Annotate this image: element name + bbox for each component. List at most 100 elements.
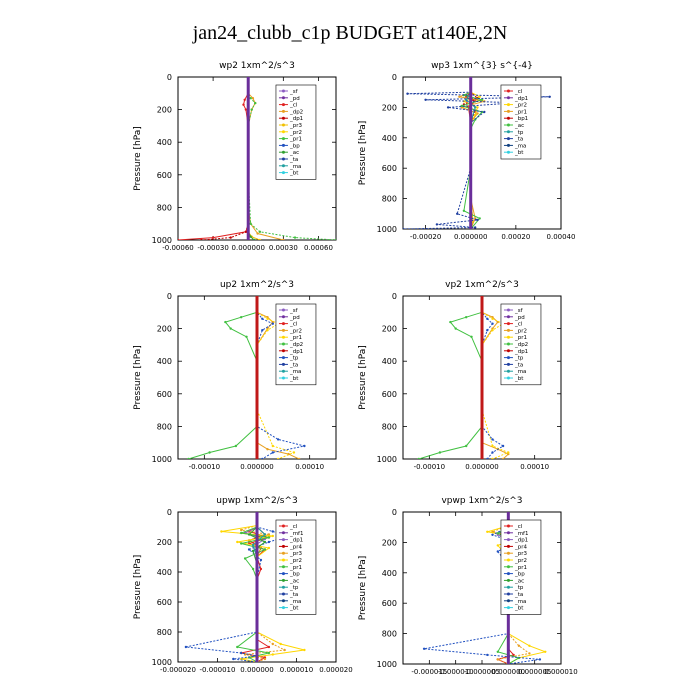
legend-marker	[281, 356, 285, 360]
data-point	[240, 542, 243, 545]
data-point	[496, 550, 499, 553]
x-tick-label: 0.00010	[520, 463, 549, 471]
data-point	[200, 238, 203, 240]
y-tick-label: 800	[157, 422, 172, 431]
data-point	[266, 329, 269, 332]
data-point	[538, 658, 542, 661]
legend: _cl_mf1_dp1_pr4_pr3_pr2_pr1_bp_ac_tp_ta_…	[275, 519, 317, 615]
legend-marker	[506, 109, 510, 113]
y-tick-label: 400	[157, 138, 172, 147]
legend-entry: _dp1	[289, 349, 303, 355]
legend-entry: _tp	[514, 585, 524, 591]
data-point	[548, 95, 551, 99]
y-tick-label: 0	[167, 292, 172, 301]
y-axis-label: Pressure [hPa]	[133, 555, 143, 620]
legend-entry: _tp	[514, 356, 524, 362]
data-point	[271, 530, 274, 533]
data-point	[483, 110, 486, 114]
x-tick-label: -0.00010	[414, 463, 445, 471]
legend-marker	[506, 606, 510, 610]
y-tick-label: 200	[382, 103, 397, 112]
data-point	[476, 112, 479, 115]
data-point	[267, 533, 271, 536]
legend-marker	[506, 362, 510, 366]
legend-marker	[506, 123, 510, 127]
data-point	[208, 451, 211, 454]
data-point	[292, 451, 296, 454]
legend: _sf_pd_cl_pr2_pr1_dp2_dp1_tp_ta_ma_bt	[275, 303, 317, 386]
legend-marker	[281, 116, 285, 120]
legend-entry: _pd	[289, 96, 300, 102]
x-tick-label: 0.000020	[319, 666, 352, 674]
legend-marker	[281, 524, 285, 528]
legend-marker	[506, 335, 510, 339]
legend-marker	[506, 544, 510, 548]
data-point	[478, 95, 481, 99]
legend-entry: _tp	[289, 585, 299, 591]
legend-entry: _ta	[514, 137, 523, 143]
legend-entry: _bt	[514, 376, 524, 382]
chart-panel-3: up2 1xm^2/s^3 Pressure [hPa] 0 200 400 600 800…	[133, 280, 337, 471]
legend-marker	[506, 531, 510, 535]
data-point	[249, 97, 252, 100]
legend-entry: _pr2	[289, 328, 302, 334]
series-line-pr1	[236, 512, 270, 662]
legend-entry: _cl	[514, 89, 523, 95]
data-point	[259, 558, 263, 562]
data-point	[224, 320, 227, 324]
data-point	[465, 316, 468, 319]
legend-entry: _pr1	[514, 335, 527, 341]
data-point	[240, 651, 243, 655]
data-point	[271, 451, 274, 454]
legend-marker	[281, 123, 285, 127]
data-point	[491, 322, 494, 325]
series-line-ac	[459, 77, 484, 229]
y-axis-label: Pressure [hPa]	[358, 345, 368, 410]
legend-marker	[506, 315, 510, 319]
legend: _sf_pd_cl_dp2_dp1_pr3_pr2_pr1_bp_ac_ta_m…	[275, 84, 317, 180]
data-point	[240, 316, 243, 319]
x-tick-label: -0.000010	[200, 666, 236, 674]
legend-entry: _bt	[514, 150, 524, 156]
data-point	[261, 317, 264, 320]
data-point	[250, 108, 253, 111]
legend-marker	[281, 130, 285, 134]
data-point	[263, 548, 267, 551]
data-point	[267, 540, 271, 544]
legend-entry: _ac	[514, 578, 524, 584]
data-point	[501, 457, 505, 459]
legend-entry: _pr2	[514, 328, 527, 334]
legend-entry: _ma	[514, 143, 526, 149]
legend-marker	[281, 531, 285, 535]
y-tick-label: 0	[392, 73, 397, 82]
data-point	[232, 657, 235, 661]
legend-marker	[506, 308, 510, 312]
legend-entry: _dp1	[514, 349, 528, 355]
legend-marker	[506, 572, 510, 576]
data-point	[474, 226, 477, 229]
data-point	[240, 528, 243, 532]
y-tick-label: 600	[382, 599, 397, 608]
data-point	[263, 533, 267, 536]
series-line-bp	[424, 512, 540, 664]
chart-title: wp2 1xm^2/s^3	[219, 61, 295, 71]
chart-title: vpwp 1xm^2/s^3	[441, 496, 522, 506]
legend-entry: _pr3	[289, 551, 303, 557]
legend-entry: _bp	[289, 572, 300, 578]
legend-marker	[281, 551, 285, 555]
y-tick-label: 1000	[377, 660, 397, 669]
legend-marker	[281, 335, 285, 339]
y-tick-label: 800	[382, 422, 397, 431]
legend-marker	[506, 551, 510, 555]
data-point	[256, 232, 259, 235]
legend-entry: _cl	[289, 322, 298, 328]
x-tick-label: 0.00010	[295, 463, 324, 471]
page-title: jan24_clubb_c1p BUDGET at140E,2N	[192, 22, 508, 44]
data-point	[247, 548, 251, 551]
legend-marker	[281, 599, 285, 603]
data-point	[276, 457, 280, 459]
data-point	[454, 327, 457, 330]
legend-entry: _pr2	[289, 558, 302, 564]
data-point	[276, 438, 280, 441]
